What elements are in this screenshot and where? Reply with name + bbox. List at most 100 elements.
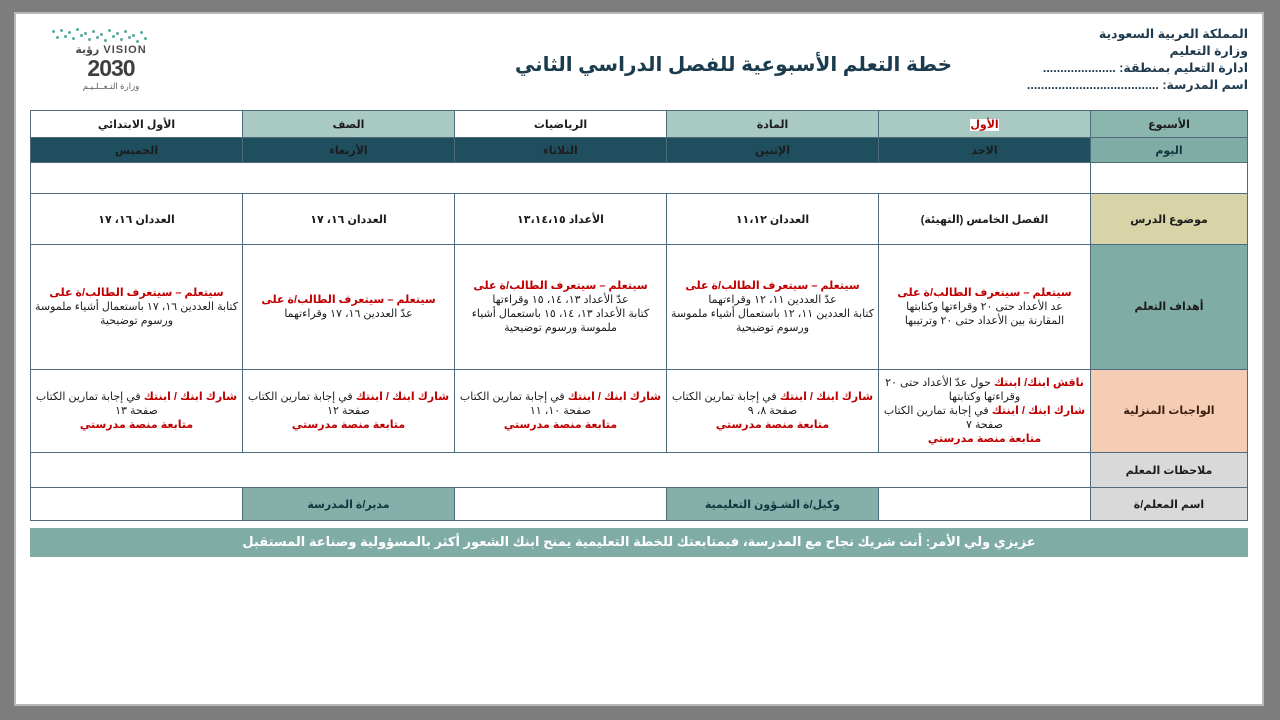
topic-cell-monday: العددان ١١،١٢ (666, 193, 879, 245)
logo-year: 2030 (46, 56, 176, 80)
table-row-teacher: اسم المعلم/ة وكيل/ة الشـؤون التعليمية مد… (30, 487, 1248, 521)
hw-wednesday-tail: متابعة منصة مدرستي (291, 419, 406, 431)
hw-monday-lead-rest: في إجابة تمارين الكتاب صفحة ٨، ٩ (671, 391, 798, 417)
weekly-plan-table: الأسبوع الأول المادة الرياضيات الصف الأو… (30, 110, 1248, 521)
hw-tuesday-lead-hl: شارك ابنك / ابنتك (567, 391, 662, 403)
topic-cell-wednesday: العددان ١٦، ١٧ (242, 193, 455, 245)
goals-line-tuesday-1: عدّ الأعداد ١٣، ١٤، ١٥ وقراءتها (492, 294, 629, 306)
topic-cell-sunday: الفصل الخامس (التهيئة) (878, 193, 1091, 245)
org-line-region: ادارة التعليم بمنطقة: ..................… (1042, 61, 1248, 75)
goals-line-monday-2: كتابة العددين ١١، ١٢ باستعمال أشياء ملمو… (670, 308, 874, 334)
page-title: خطة التعلم الأسبوعية للفصل الدراسي الثان… (514, 54, 952, 76)
goals-line-sunday-1: عد الأعداد حتى ٢٠ وقراءتها وكتابتها (906, 301, 1063, 313)
hw-monday-tail: متابعة منصة مدرستي (715, 419, 830, 431)
logo-year-text: 2030 (87, 55, 135, 81)
logo-vision-arabic: رؤية (75, 44, 100, 56)
hw-thursday-lead-hl: شارك ابنك / ابنتك (143, 391, 238, 403)
homework-cell-thursday: شارك ابنك / ابنتك في إجابة تمارين الكتاب… (30, 369, 243, 453)
homework-cell-monday: شارك ابنك / ابنتك في إجابة تمارين الكتاب… (666, 369, 879, 453)
cell-grade-label: الصف (242, 110, 455, 138)
hw-tuesday-line1: شارك ابنك / ابنتك في إجابة تمارين الكتاب… (458, 390, 663, 418)
hw-sunday-line2: شارك ابنك / ابنتك في إجابة تمارين الكتاب… (882, 404, 1087, 432)
hw-thursday-line1: شارك ابنك / ابنتك في إجابة تمارين الكتاب… (34, 390, 239, 418)
logo-vision-text: VISION رؤية (46, 43, 176, 56)
goals-line-tuesday-2: كتابة الأعداد ١٣، ١٤، ١٥ باستعمال أشياء … (471, 308, 650, 334)
day-cell-monday: الإثنين (666, 137, 879, 163)
logo-dots-icon (46, 28, 176, 44)
vision-2030-logo: VISION رؤية 2030 وزارة التـعــلـيـم (46, 28, 176, 104)
row-label-goals: أهداف التعلم (1090, 244, 1248, 370)
goals-cell-sunday: سيتعلم – سيتعرف الطالب/ة على عد الأعداد … (878, 244, 1091, 370)
hw-tuesday-lead-rest: في إجابة تمارين الكتاب صفحة ١٠، ١١ (459, 391, 592, 417)
goals-line-wednesday-1: عدّ العددين ١٦، ١٧ وقراءتهما (284, 308, 413, 320)
row-label-topic: موضوع الدرس (1090, 193, 1248, 245)
hw-sunday-lead-rest: حول عدّ الأعداد حتى ٢٠ وقراءتها وكتابتها (885, 377, 1021, 403)
row-label-notes: ملاحظات المعلم (1090, 452, 1248, 488)
goals-cell-tuesday: سيتعلم – سيتعرف الطالب/ة على عدّ الأعداد… (454, 244, 667, 370)
spacer-label (1090, 162, 1248, 194)
goals-head-tuesday: سيتعلم – سيتعرف الطالب/ة على (473, 280, 648, 292)
row-label-week: الأسبوع (1090, 110, 1248, 138)
goals-cell-monday: سيتعلم – سيتعرف الطالب/ة على عدّ العددين… (666, 244, 879, 370)
day-cell-thursday: الخميس (30, 137, 243, 163)
hw-wednesday-lead-rest: في إجابة تمارين الكتاب صفحة ١٢ (247, 391, 370, 417)
hw-monday-lead-hl: شارك ابنك / ابنتك (779, 391, 874, 403)
goals-head-monday: سيتعلم – سيتعرف الطالب/ة على (685, 280, 860, 292)
hw-monday-line1: شارك ابنك / ابنتك في إجابة تمارين الكتاب… (670, 390, 875, 418)
table-row-notes: ملاحظات المعلم (30, 452, 1248, 488)
hw-wednesday-line1: شارك ابنك / ابنتك في إجابة تمارين الكتاب… (246, 390, 451, 418)
hw-sunday-lead-hl: ناقش ابنك/ ابنتك (993, 377, 1084, 389)
org-line-school: اسم المدرسة: ...........................… (1026, 78, 1248, 92)
cell-week-label: الأول (878, 110, 1091, 138)
ministry-identity-block: المملكة العربية السعودية وزارة التعليم ا… (1027, 26, 1248, 94)
goals-line-thursday-1: كتابة العددين ١٦، ١٧ باستعمال أشياء ملمو… (34, 301, 238, 327)
row-label-day: اليوم (1090, 137, 1248, 163)
day-cell-tuesday: الثلاثاء (454, 137, 667, 163)
footer-message: عزيزي ولي الأمر: أنت شريك نجاح مع المدرس… (30, 528, 1248, 557)
table-row-topic: موضوع الدرس الفصل الخامس (التهيئة) العدد… (30, 193, 1248, 245)
hw-wednesday-lead-hl: شارك ابنك / ابنتك (355, 391, 450, 403)
homework-cell-wednesday: شارك ابنك / ابنتك في إجابة تمارين الكتاب… (242, 369, 455, 453)
goals-head-wednesday: سيتعلم – سيتعرف الطالب/ة على (261, 294, 436, 306)
logo-ministry-text: وزارة التـعــلـيـم (82, 81, 140, 91)
cell-subject-label: المادة (666, 110, 879, 138)
teacher-cell-1[interactable] (878, 487, 1091, 521)
table-row-week: الأسبوع الأول المادة الرياضيات الصف الأو… (30, 110, 1248, 138)
table-row-goals: أهداف التعلم سيتعلم – سيتعرف الطالب/ة عل… (30, 244, 1248, 370)
day-cell-sunday: الاحد (878, 137, 1091, 163)
row-label-homework: الواجبات المنزلية (1090, 369, 1248, 453)
teacher-cell-5[interactable] (30, 487, 243, 521)
org-line-ministry: وزارة التعليم (1169, 44, 1248, 58)
cell-week-value: الأول (970, 118, 999, 131)
day-cell-wednesday: الأربعاء (242, 137, 455, 163)
homework-cell-tuesday: شارك ابنك / ابنتك في إجابة تمارين الكتاب… (454, 369, 667, 453)
topic-cell-tuesday: الأعداد ١٣،١٤،١٥ (454, 193, 667, 245)
org-line-country: المملكة العربية السعودية (1098, 27, 1248, 41)
cell-subject-value: الرياضيات (454, 110, 667, 138)
goals-head-thursday: سيتعلم – سيتعرف الطالب/ة على (49, 287, 224, 299)
goals-cell-wednesday: سيتعلم – سيتعرف الطالب/ة على عدّ العددين… (242, 244, 455, 370)
goals-line-sunday-2: المقارنة بين الأعداد حتى ٢٠ وترتيبها (904, 315, 1065, 327)
spacer-cells (30, 162, 1091, 194)
logo-vision-label: VISION (103, 44, 147, 56)
hw-tuesday-tail: متابعة منصة مدرستي (503, 419, 618, 431)
table-row-days: اليوم الاحد الإثنين الثلاثاء الأربعاء ال… (30, 137, 1248, 163)
hw-thursday-tail: متابعة منصة مدرستي (79, 419, 194, 431)
document-inner: المملكة العربية السعودية وزارة التعليم ا… (26, 22, 1252, 698)
notes-cell-value[interactable] (30, 452, 1091, 488)
teacher-cell-4-principal: مدير/ة المدرسة (242, 487, 455, 521)
goals-line-monday-1: عدّ العددين ١١، ١٢ وقراءتهما (708, 294, 837, 306)
goals-head-sunday: سيتعلم – سيتعرف الطالب/ة على (897, 287, 1072, 299)
table-row-homework: الواجبات المنزلية ناقش ابنك/ ابنتك حول ع… (30, 369, 1248, 453)
homework-cell-sunday: ناقش ابنك/ ابنتك حول عدّ الأعداد حتى ٢٠ … (878, 369, 1091, 453)
hw-sunday-line1: ناقش ابنك/ ابنتك حول عدّ الأعداد حتى ٢٠ … (882, 376, 1087, 404)
document-header: المملكة العربية السعودية وزارة التعليم ا… (26, 22, 1252, 110)
hw-sunday-mid-hl: شارك ابنك / ابنتك (991, 405, 1086, 417)
hw-sunday-tail: متابعة منصة مدرستي (927, 433, 1042, 445)
hw-sunday-mid-rest: في إجابة تمارين الكتاب صفحة ٧ (883, 405, 1003, 431)
hw-thursday-lead-rest: في إجابة تمارين الكتاب صفحة ١٣ (35, 391, 158, 417)
teacher-cell-2-affairs-deputy: وكيل/ة الشـؤون التعليمية (666, 487, 879, 521)
goals-cell-thursday: سيتعلم – سيتعرف الطالب/ة على كتابة العدد… (30, 244, 243, 370)
teacher-cell-3[interactable] (454, 487, 667, 521)
document-page: المملكة العربية السعودية وزارة التعليم ا… (14, 12, 1264, 706)
